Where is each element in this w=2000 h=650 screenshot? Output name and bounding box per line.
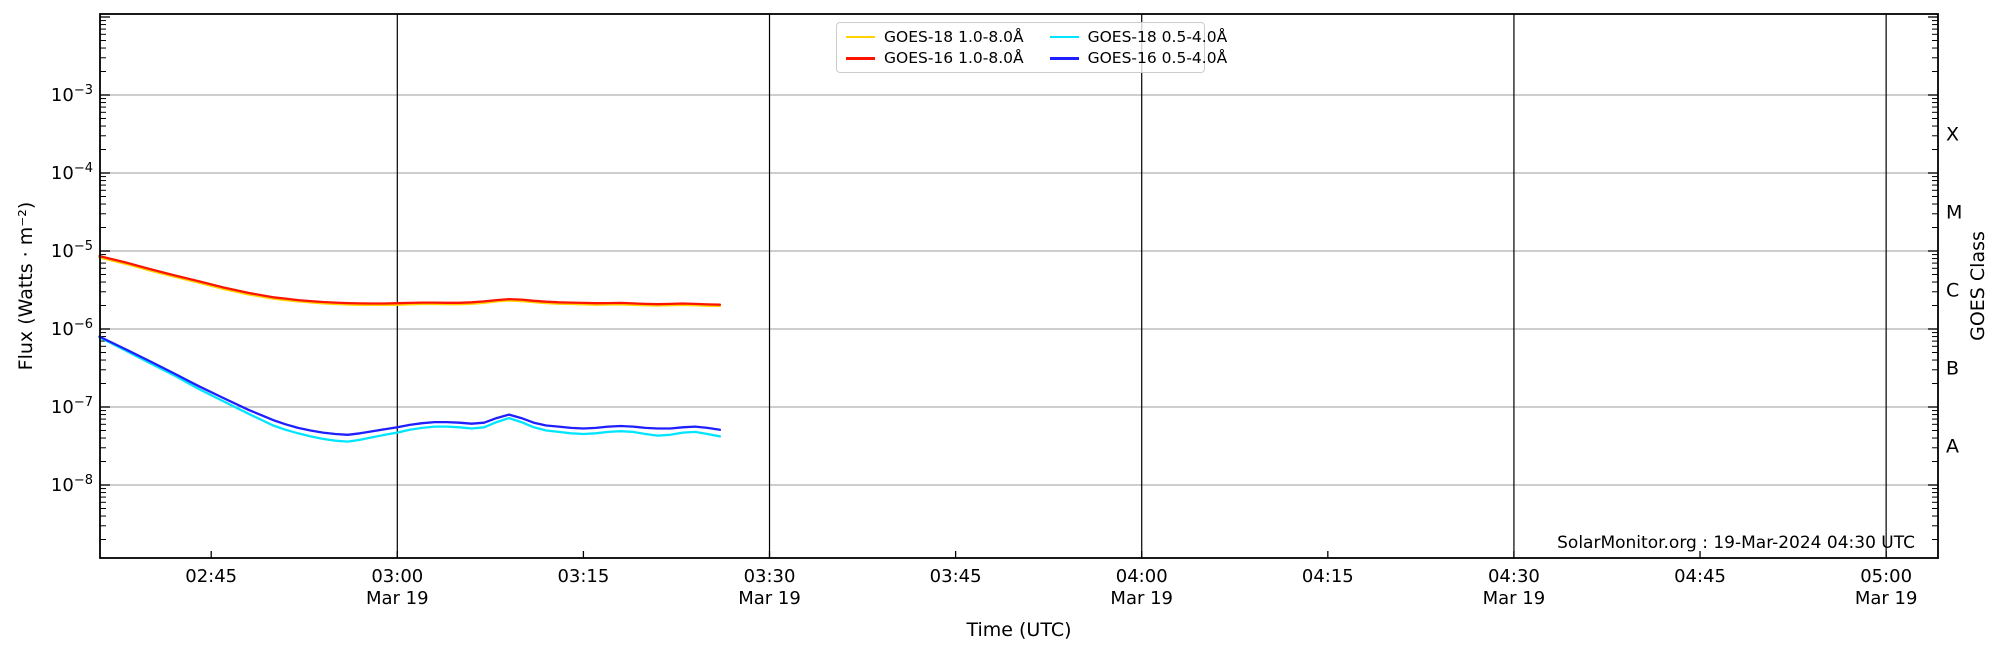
series-line-goes-16-0-5-4-0-	[98, 335, 722, 436]
goes-class-label-a: A	[1946, 436, 1959, 458]
legend-label: GOES-18 0.5-4.0Å	[1087, 27, 1228, 46]
legend: GOES-18 1.0-8.0Å GOES-16 1.0-8.0Å GOES-18 …	[836, 22, 1227, 73]
x-tick-label: 03:00	[371, 566, 423, 587]
goes-class-label-c: C	[1946, 280, 1959, 302]
x-tick-sublabel: Mar 19	[366, 588, 429, 609]
x-tick-label: 03:45	[930, 566, 982, 587]
x-tick-label: 03:15	[557, 566, 609, 587]
legend-line-swatch	[846, 57, 875, 60]
x-tick-label: 04:15	[1302, 566, 1354, 587]
y-tick-label: 10−8	[51, 473, 93, 496]
x-tick-sublabel: Mar 19	[738, 588, 801, 609]
legend-label: GOES-18 1.0-8.0Å	[884, 27, 1024, 46]
legend-label: GOES-16 1.0-8.0Å	[884, 49, 1024, 68]
series-line-goes-16-1-0-8-0-	[98, 254, 722, 306]
legend-item: GOES-18 1.0-8.0Å	[846, 28, 1024, 46]
y-tick-label: 10−5	[51, 239, 93, 262]
y-tick-label: 10−6	[51, 317, 93, 340]
y-tick-label: 10−3	[51, 83, 93, 106]
goes-class-label-m: M	[1946, 202, 1962, 224]
x-tick-sublabel: Mar 19	[1483, 588, 1546, 609]
x-tick-label: 04:45	[1674, 566, 1726, 587]
y-tick-label: 10−7	[51, 395, 93, 418]
legend-item: GOES-16 1.0-8.0Å	[846, 49, 1024, 67]
x-tick-sublabel: Mar 19	[1110, 588, 1173, 609]
legend-line-swatch	[1049, 35, 1079, 38]
legend-label: GOES-16 0.5-4.0Å	[1087, 49, 1228, 68]
legend-item: GOES-16 0.5-4.0Å	[1049, 49, 1228, 68]
legend-line-swatch	[1049, 57, 1079, 60]
x-tick-label: 02:45	[185, 566, 237, 587]
x-axis-title: Time (UTC)	[966, 619, 1072, 641]
series-line-goes-18-0-5-4-0-	[98, 336, 722, 443]
watermark-text: SolarMonitor.org : 19-Mar-2024 04:30 UTC	[1557, 533, 1915, 553]
x-tick-label: 04:30	[1488, 566, 1540, 587]
x-tick-label: 04:00	[1116, 566, 1168, 587]
legend-line-swatch	[846, 35, 875, 38]
x-tick-label: 05:00	[1860, 566, 1912, 587]
goes-class-label-b: B	[1946, 358, 1959, 380]
plot-area	[100, 14, 1938, 558]
series-line-goes-18-1-0-8-0-	[98, 256, 722, 308]
y-tick-label: 10−4	[51, 161, 93, 184]
y-axis-title-flux: Flux (Watts · m⁻²)	[15, 201, 37, 371]
axes-frame	[99, 13, 1939, 559]
x-tick-sublabel: Mar 19	[1855, 588, 1918, 609]
goes-class-label-x: X	[1946, 124, 1959, 146]
x-tick-label: 03:30	[744, 566, 796, 587]
y-axis-title-goes-class: GOES Class	[1967, 231, 1989, 341]
legend-item: GOES-18 0.5-4.0Å	[1049, 27, 1228, 46]
